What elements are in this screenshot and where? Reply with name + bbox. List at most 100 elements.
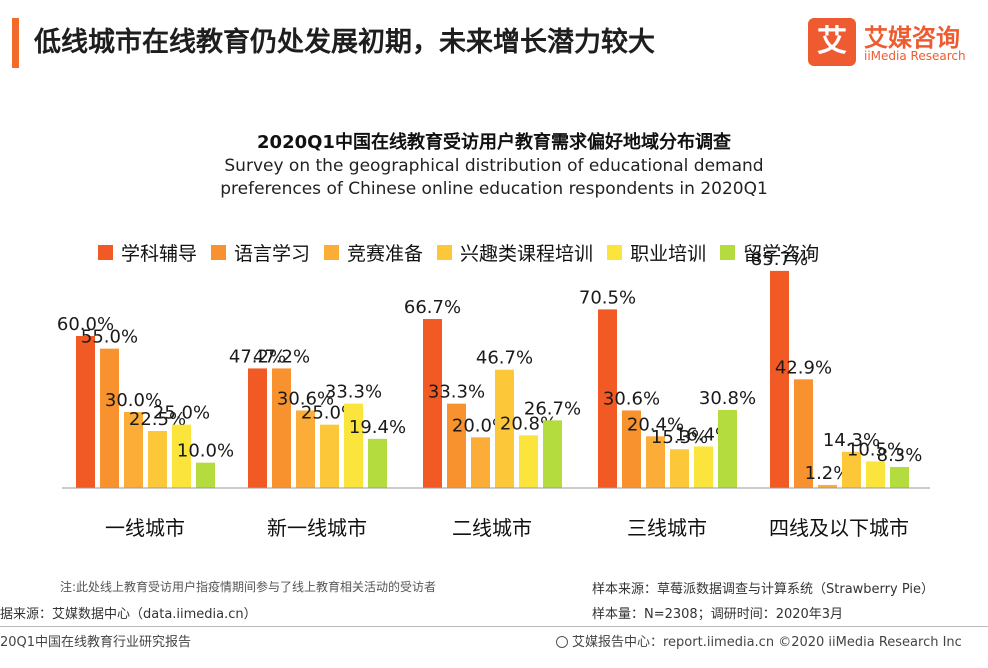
bar (447, 403, 466, 488)
legend-swatch (211, 244, 227, 260)
bar (248, 368, 267, 488)
bar (694, 446, 713, 488)
bar (842, 451, 861, 488)
legend-item: 语言学习 (211, 239, 310, 266)
bar (890, 466, 909, 488)
bar (543, 420, 562, 488)
bar (718, 409, 737, 488)
bar (100, 348, 119, 488)
title-accent-bar (12, 18, 19, 68)
data-label: 25.0% (301, 403, 358, 424)
category-label: 三线城市 (627, 516, 707, 540)
data-label: 30.8% (699, 388, 756, 409)
bar (172, 424, 191, 488)
data-label: 20.8% (500, 413, 557, 434)
bar (622, 410, 641, 488)
data-label: 30.6% (603, 388, 660, 409)
bar (770, 270, 789, 488)
bar (598, 309, 617, 488)
data-label: 85.7% (751, 249, 808, 270)
data-label: 8.3% (877, 445, 923, 466)
data-label: 70.5% (579, 287, 636, 308)
category-label: 一线城市 (105, 516, 185, 540)
bar (423, 319, 442, 488)
data-label: 66.7% (404, 297, 461, 318)
logo-mark: 艾 (808, 18, 856, 66)
bar (368, 438, 387, 488)
data-label: 33.3% (428, 382, 485, 403)
bar (818, 484, 837, 488)
data-label: 16.4% (675, 424, 732, 445)
data-label: 60.0% (57, 314, 114, 335)
bar (670, 449, 689, 488)
footer-divider (0, 626, 988, 627)
bar (320, 424, 339, 488)
globe-icon (556, 636, 568, 648)
bar (124, 412, 143, 488)
data-label: 25.0% (153, 403, 210, 424)
chart-title: 2020Q1中国在线教育受访用户教育需求偏好地域分布调查 (257, 132, 731, 153)
category-label: 四线及以下城市 (769, 516, 909, 540)
data-label: 10.5% (847, 439, 904, 460)
data-label: 19.4% (349, 417, 406, 438)
data-label: 30.0% (105, 390, 162, 411)
legend-item: 竞赛准备 (324, 239, 423, 266)
data-label: 26.7% (524, 398, 581, 419)
data-label: 10.0% (177, 441, 234, 462)
sample-source: 样本来源：草莓派数据调查与计算系统（Strawberry Pie） (592, 582, 934, 597)
bar (866, 461, 885, 488)
legend-label: 竞赛准备 (347, 242, 424, 265)
footer-credit: 艾媒报告中心：report.iimedia.cn ©2020 iiMedia R… (556, 631, 962, 650)
bar (272, 368, 291, 488)
data-label: 20.4% (627, 414, 684, 435)
logo-english-name: iiMedia Research (864, 49, 966, 63)
footer-report-name: 20Q1中国在线教育行业研究报告 (0, 635, 192, 650)
category-label: 二线城市 (452, 516, 532, 540)
legend-item: 留学咨询 (720, 239, 819, 266)
data-label: 15.3% (651, 427, 708, 448)
legend-swatch (607, 244, 623, 260)
chart-legend: 学科辅导 语言学习 竞赛准备 兴趣类课程培训 职业培训 留学咨询 (98, 238, 833, 266)
footer-credit-text: 艾媒报告中心：report.iimedia.cn ©2020 iiMedia R… (572, 635, 962, 650)
legend-swatch (720, 244, 736, 260)
iimedia-logo: 艾 艾媒咨询 iiMedia Research (808, 18, 983, 68)
data-label: 55.0% (81, 327, 138, 348)
category-label: 新一线城市 (267, 516, 367, 540)
bar (646, 436, 665, 488)
bar (76, 336, 95, 488)
data-label: 1.2% (805, 463, 851, 484)
legend-item: 学科辅导 (98, 239, 197, 266)
bar (495, 369, 514, 488)
data-label: 30.6% (277, 388, 334, 409)
data-label: 20.0% (452, 415, 509, 436)
legend-label: 语言学习 (234, 242, 311, 265)
data-label: 33.3% (325, 382, 382, 403)
sample-size: 样本量：N=2308；调研时间：2020年3月 (592, 607, 844, 622)
legend-item: 职业培训 (607, 239, 706, 266)
logo-chinese-name: 艾媒咨询 (864, 24, 960, 52)
bar (344, 403, 363, 488)
bar (471, 437, 490, 488)
page-title: 低线城市在线教育仍处发展初期，未来增长潜力较大 (34, 27, 655, 58)
legend-item: 兴趣类课程培训 (437, 239, 593, 266)
legend-label: 留学咨询 (743, 242, 820, 265)
legend-label: 兴趣类课程培训 (460, 242, 594, 265)
bar (296, 410, 315, 488)
data-label: 47.2% (229, 346, 286, 367)
data-source: 据来源：艾媒数据中心（data.iimedia.cn） (0, 607, 257, 622)
survey-note: 注:此处线上教育受访用户指疫情期间参与了线上教育相关活动的受访者 (60, 580, 437, 594)
chart-subtitle: Survey on the geographical distribution … (220, 156, 768, 199)
data-label: 46.7% (476, 348, 533, 369)
bar (794, 379, 813, 488)
data-label: 47.2% (253, 346, 310, 367)
bar (148, 431, 167, 488)
legend-swatch (98, 244, 113, 260)
data-label: 42.9% (775, 357, 832, 378)
legend-swatch (437, 244, 453, 260)
data-label: 22.5% (129, 409, 186, 430)
legend-swatch (324, 244, 340, 260)
bar (196, 462, 215, 488)
data-label: 14.3% (823, 430, 880, 451)
legend-label: 职业培训 (630, 242, 707, 265)
